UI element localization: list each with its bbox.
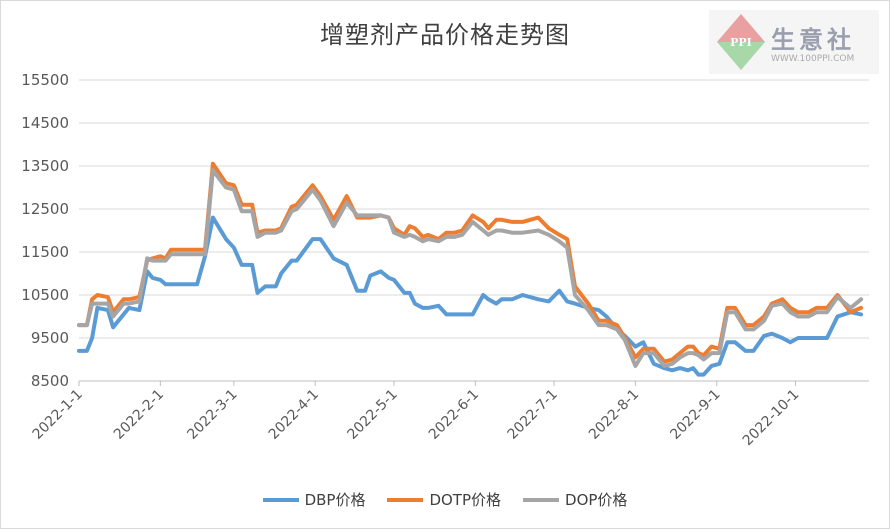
y-tick-label: 13500	[21, 157, 69, 175]
legend-swatch-dbp	[262, 497, 299, 502]
legend: DBP价格 DOTP价格 DOP价格	[1, 489, 889, 510]
y-axis-ticks: 15500 14500 13500 12500 11500 10500 9500 8500	[21, 71, 69, 390]
legend-item-dotp: DOTP价格	[387, 489, 501, 510]
y-tick-label: 10500	[21, 286, 69, 304]
y-tick-label: 15500	[21, 71, 69, 89]
watermark-logo: PPI 生意社 WWW.100PPI.COM	[709, 10, 879, 74]
x-tick-label: 2022-4-1	[266, 387, 322, 443]
x-tick-label: 2022-5-1	[345, 387, 401, 443]
x-tick-label: 2022-1-1	[30, 387, 86, 443]
x-tick-label: 2022-9-1	[667, 387, 723, 443]
y-tick-label: 11500	[21, 243, 69, 261]
x-tick-label: 2022-8-1	[586, 387, 642, 443]
x-axis-ticks: 2022-1-1 2022-2-1 2022-3-1 2022-4-1 2022-5-1…	[30, 380, 869, 450]
ppi-diamond-icon: PPI	[717, 14, 765, 70]
legend-label-dbp: DBP价格	[304, 491, 366, 509]
legend-label-dotp: DOTP价格	[429, 491, 502, 509]
legend-swatch-dotp	[387, 497, 424, 502]
x-tick-label: 2022-7-1	[505, 387, 561, 443]
dotp-price-line	[77, 161, 864, 364]
x-tick-label: 2022-10-1	[740, 387, 803, 450]
legend-label-dop: DOP价格	[565, 491, 628, 509]
dbp-price-line	[77, 215, 864, 377]
legend-item-dbp: DBP价格	[262, 489, 366, 510]
watermark-name: 生意社	[771, 26, 855, 54]
legend-item-dop: DOP价格	[523, 489, 627, 510]
x-tick-label: 2022-3-1	[184, 387, 240, 443]
gridlines	[79, 79, 869, 382]
y-tick-label: 8500	[31, 372, 69, 390]
x-tick-label: 2022-2-1	[111, 387, 167, 443]
series-lines	[77, 161, 864, 377]
dop-price-line	[77, 168, 864, 368]
watermark-url: WWW.100PPI.COM	[771, 54, 855, 64]
ppi-badge-text: PPI	[730, 36, 752, 49]
legend-swatch-dop	[523, 497, 560, 502]
y-tick-label: 12500	[21, 200, 69, 218]
x-tick-label: 2022-6-1	[426, 387, 482, 443]
chart-title: 增塑剂产品价格走势图	[320, 21, 570, 49]
y-tick-label: 14500	[21, 114, 69, 132]
y-tick-label: 9500	[31, 329, 69, 347]
